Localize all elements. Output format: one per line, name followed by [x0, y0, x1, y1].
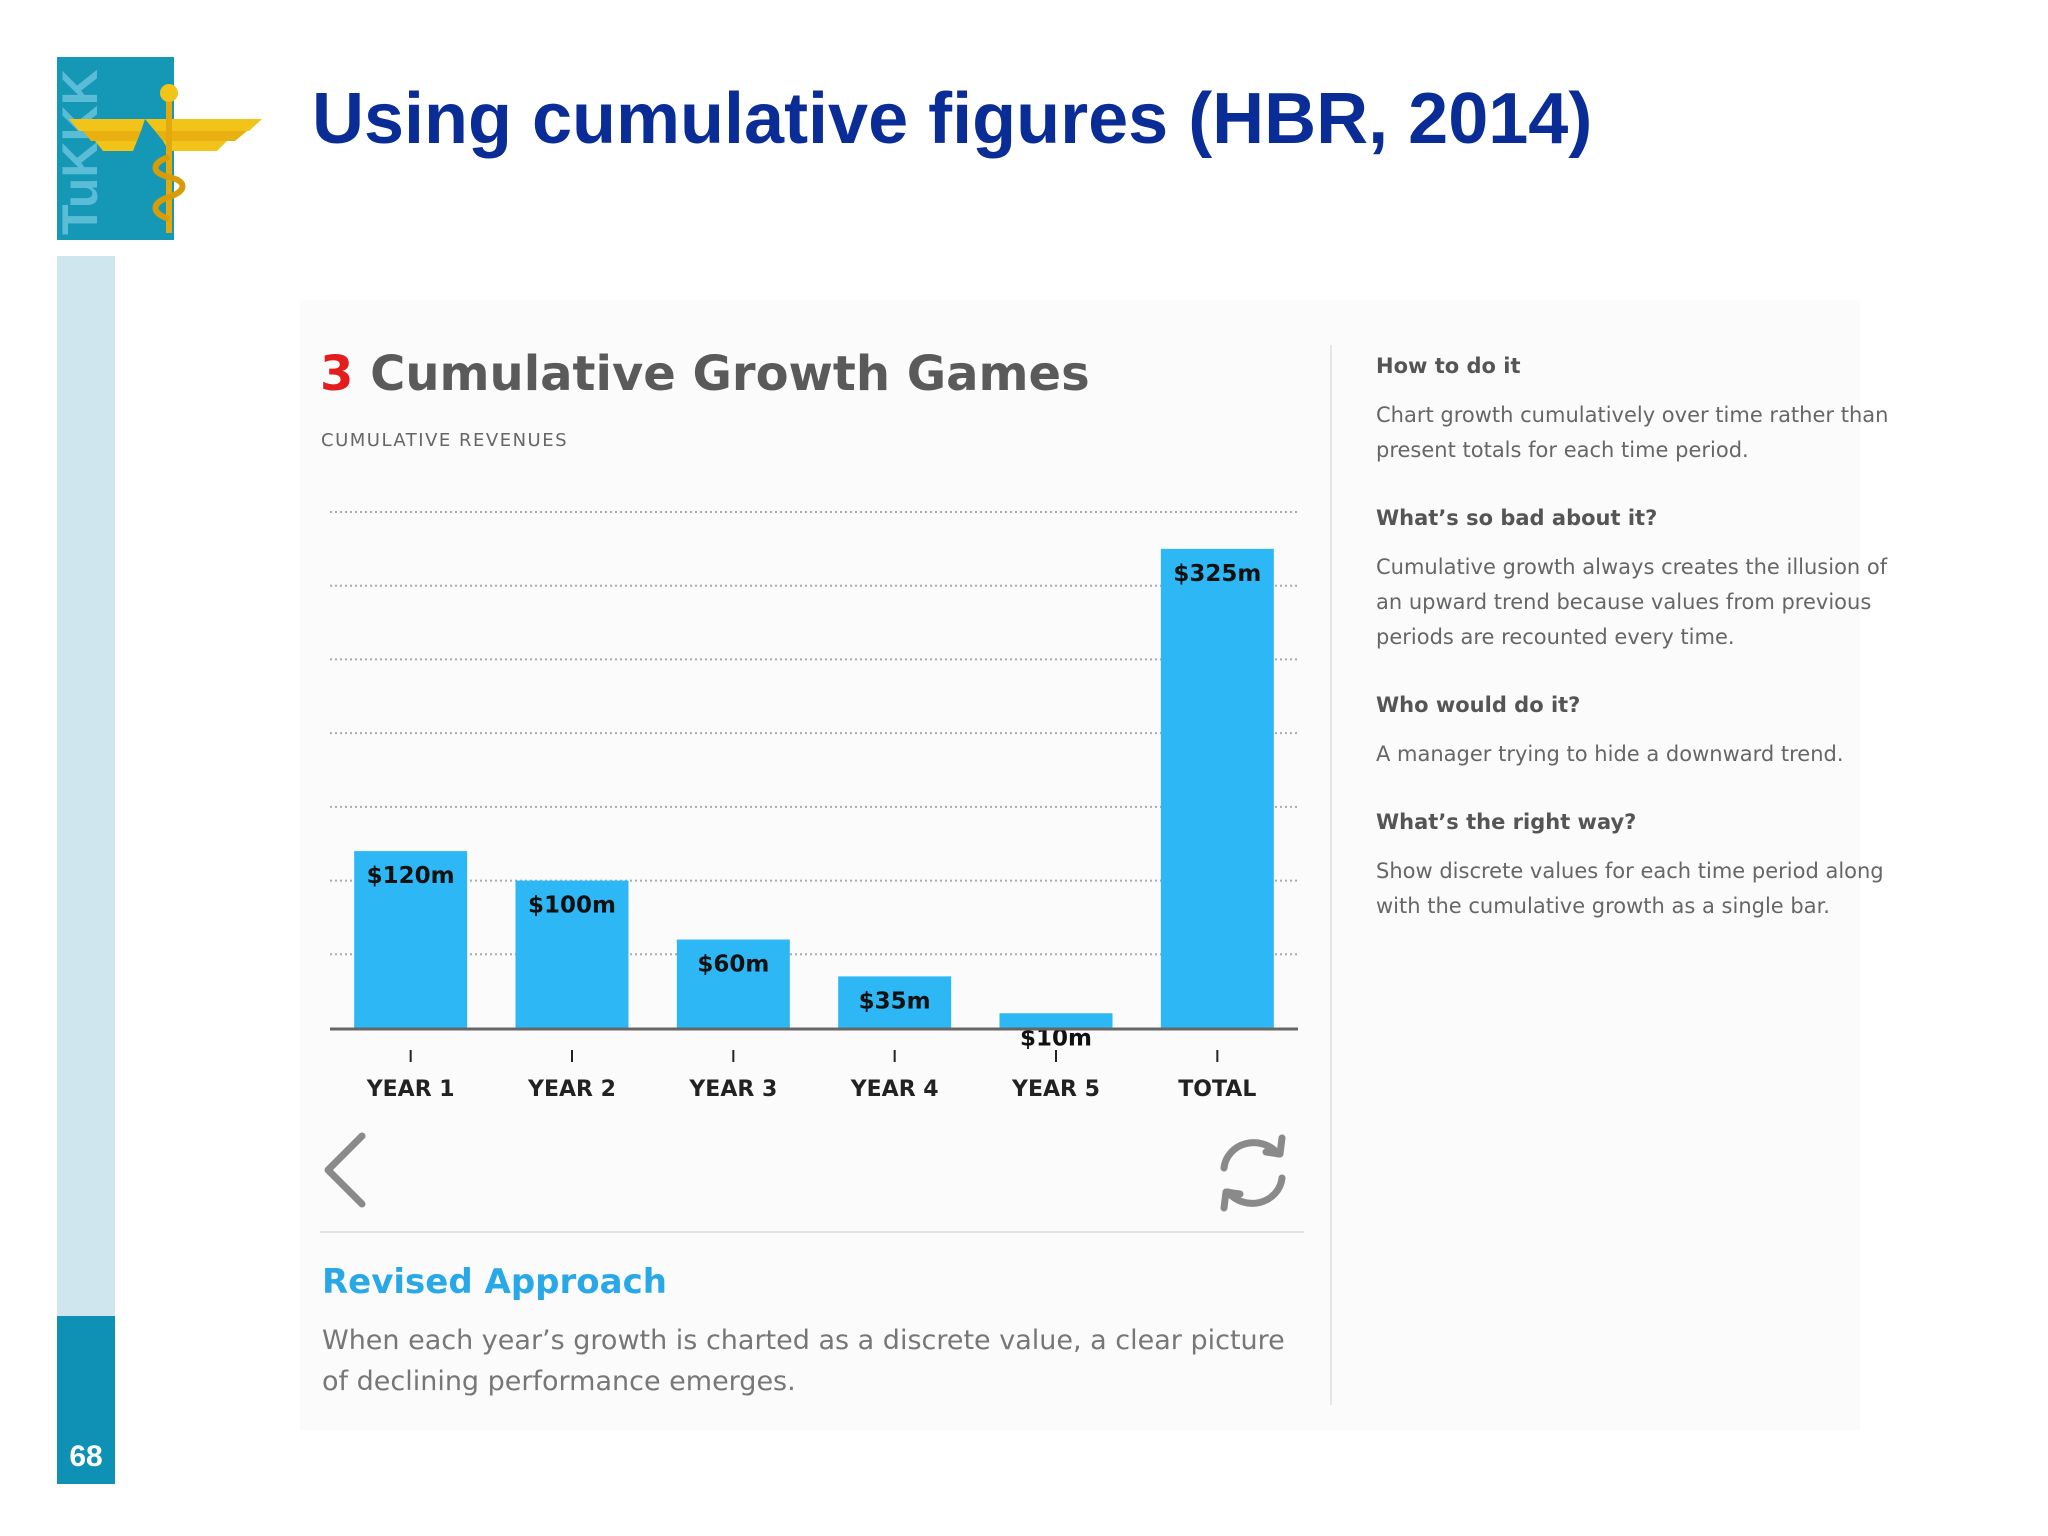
- bar-chart: $120m YEAR 1 $100m YEAR 2 $60m YEAR 3 $35m YEAR…: [330, 511, 1298, 1100]
- bar: [999, 1013, 1113, 1028]
- sidebar-question: Who would do it?: [1376, 693, 1581, 717]
- data-label: $120m: [367, 863, 455, 889]
- sidebar-answer: A manager trying to hide a downward tren…: [1376, 742, 1844, 766]
- data-label: $60m: [697, 952, 769, 978]
- prev-button[interactable]: [318, 1130, 378, 1210]
- left-rail: [57, 256, 115, 1316]
- sidebar: How to do it Chart growth cumulatively o…: [1376, 354, 1896, 962]
- article-panel: [300, 300, 1860, 1430]
- sidebar-question: What’s so bad about it?: [1376, 506, 1658, 530]
- revised-approach-text: When each year’s growth is charted as a …: [322, 1325, 1285, 1397]
- x-tick-label: TOTAL: [1178, 1077, 1256, 1100]
- revised-approach-link[interactable]: Revised Approach: [322, 1262, 667, 1302]
- chart-heading-text: Cumulative Growth Games: [370, 346, 1090, 402]
- x-tick-label: YEAR 5: [1011, 1077, 1100, 1100]
- sidebar-question: What’s the right way?: [1376, 810, 1637, 834]
- sidebar-answer: Show discrete values for each time perio…: [1376, 859, 1884, 918]
- bar: [1160, 548, 1274, 1028]
- article-divider: [320, 1231, 1304, 1233]
- data-label: $35m: [859, 988, 931, 1014]
- sidebar-answer: Cumulative growth always creates the ill…: [1376, 555, 1888, 649]
- page-number: 68: [69, 1440, 103, 1473]
- data-label: $100m: [528, 893, 616, 919]
- x-tick-label: YEAR 4: [850, 1077, 939, 1100]
- page-badge: [57, 1316, 115, 1484]
- sidebar-answer: Chart growth cumulatively over time rath…: [1376, 403, 1889, 462]
- slide-title: Using cumulative figures (HBR, 2014): [312, 79, 1593, 159]
- bar: [515, 880, 629, 1028]
- replay-button[interactable]: [1210, 1132, 1296, 1214]
- x-tick-label: YEAR 2: [527, 1077, 616, 1100]
- data-label: $325m: [1173, 561, 1261, 587]
- chevron-left-icon: [324, 1132, 366, 1208]
- refresh-icon: [1220, 1134, 1286, 1212]
- bar: [354, 851, 468, 1028]
- chart-heading: 3 Cumulative Growth Games: [320, 346, 1090, 402]
- logo-text: TuKKK: [57, 69, 108, 235]
- chart-subtitle: CUMULATIVE REVENUES: [321, 430, 569, 451]
- bar: [838, 976, 952, 1028]
- chart-heading-number: 3: [320, 346, 354, 402]
- bar: [676, 939, 790, 1028]
- sidebar-divider: [1330, 345, 1332, 1405]
- x-tick-label: YEAR 3: [688, 1077, 777, 1100]
- sidebar-question: How to do it: [1376, 354, 1521, 378]
- x-tick-label: YEAR 1: [366, 1077, 455, 1100]
- tukkk-logo: TuKKK: [52, 57, 262, 240]
